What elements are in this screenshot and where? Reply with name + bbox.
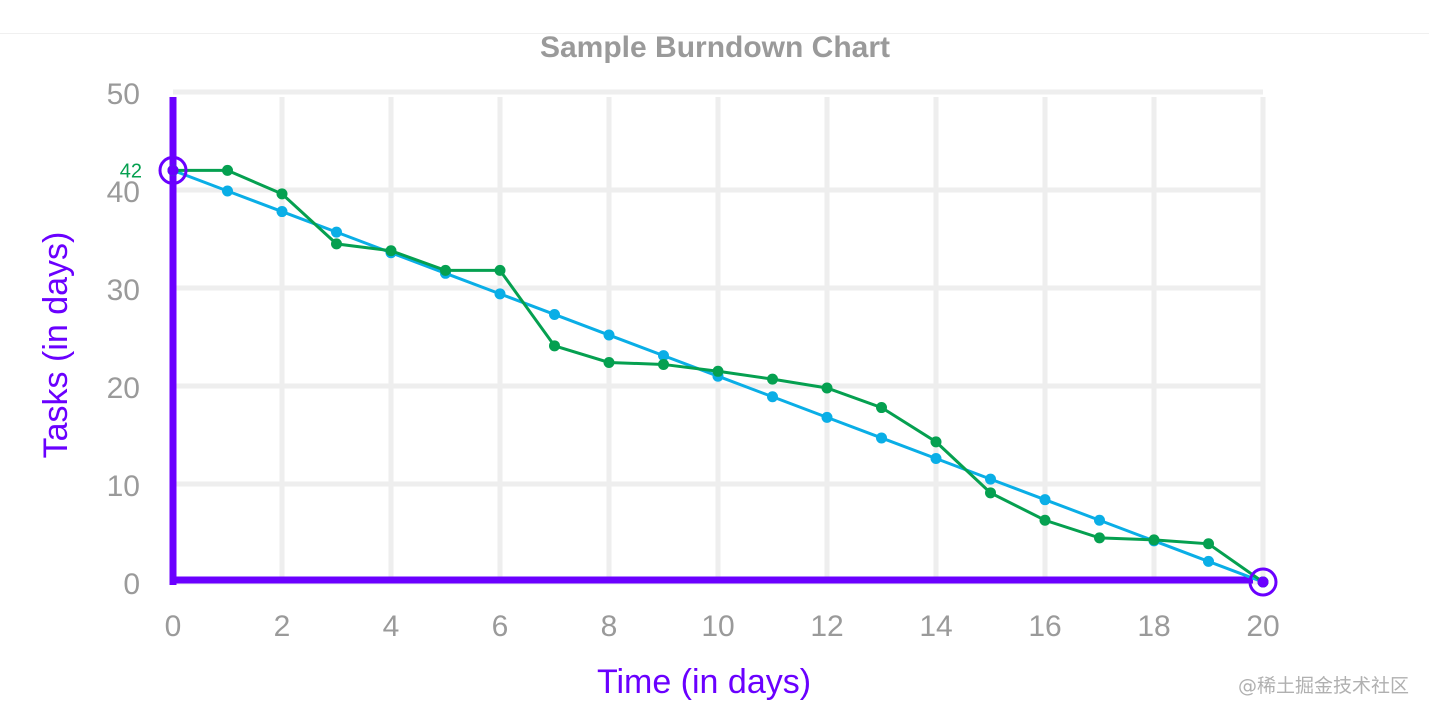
endpoint-dot xyxy=(1257,576,1269,588)
x-tick-label: 14 xyxy=(919,610,952,643)
x-tick-label: 4 xyxy=(383,610,400,643)
data-point xyxy=(985,487,996,499)
data-point xyxy=(1039,514,1051,526)
data-point xyxy=(603,356,615,368)
data-point xyxy=(549,340,560,352)
x-tick-label: 16 xyxy=(1028,610,1061,643)
y-tick-label: 50 xyxy=(107,78,140,111)
data-point xyxy=(1039,494,1051,506)
x-tick-label: 10 xyxy=(701,610,734,643)
x-tick-label: 2 xyxy=(274,610,291,643)
y-ticks: 0 10 20 30 40 50 xyxy=(107,78,140,601)
data-point xyxy=(1094,532,1105,544)
data-point xyxy=(658,350,669,362)
x-tick-label: 20 xyxy=(1246,610,1279,643)
endpoint-ring xyxy=(158,155,188,185)
annotation-label: 42 xyxy=(120,160,142,182)
x-ticks: 0 2 4 6 8 10 12 14 16 18 20 xyxy=(165,610,1280,643)
data-point xyxy=(821,411,833,423)
top-divider xyxy=(0,33,1429,34)
grid xyxy=(170,89,1266,585)
data-point xyxy=(985,473,996,485)
x-tick-label: 8 xyxy=(601,610,618,643)
data-point xyxy=(494,264,506,276)
data-point xyxy=(876,402,887,414)
x-tick-label: 6 xyxy=(492,610,509,643)
data-point xyxy=(1203,555,1214,567)
chart-title: Sample Burndown Chart xyxy=(540,31,890,64)
x-axis-label: Time (in days) xyxy=(597,663,811,701)
x-tick-label: 0 xyxy=(165,610,182,643)
data-point xyxy=(821,382,833,394)
data-point xyxy=(276,188,288,200)
data-point xyxy=(930,436,942,448)
data-point xyxy=(1094,514,1105,526)
data-point xyxy=(767,373,778,385)
data-point xyxy=(767,391,778,403)
y-tick-label: 30 xyxy=(107,274,140,307)
y-axis-label: Tasks (in days) xyxy=(37,232,75,459)
endpoint-ring xyxy=(1248,567,1278,597)
data-point xyxy=(494,288,506,300)
data-point xyxy=(1148,534,1160,546)
data-point xyxy=(658,358,669,370)
y-tick-label: 0 xyxy=(123,568,140,601)
axes xyxy=(169,97,1253,585)
y-tick-label: 20 xyxy=(107,372,140,405)
data-point xyxy=(222,185,233,197)
data-point xyxy=(331,238,342,250)
data-point xyxy=(549,308,560,320)
watermark: @稀土掘金技术社区 xyxy=(1237,675,1409,697)
data-point xyxy=(876,432,887,444)
data-point xyxy=(276,206,288,218)
data-point xyxy=(385,245,397,257)
data-point xyxy=(603,329,615,341)
data-point xyxy=(712,365,724,377)
data-point xyxy=(930,453,942,465)
y-tick-label: 10 xyxy=(107,470,140,503)
annotations: 42 xyxy=(120,155,1278,597)
data-point xyxy=(440,264,451,276)
data-point xyxy=(1203,538,1214,550)
x-tick-label: 12 xyxy=(810,610,843,643)
data-point xyxy=(222,164,233,176)
x-tick-label: 18 xyxy=(1137,610,1170,643)
endpoint-dot xyxy=(167,164,179,176)
data-point xyxy=(331,226,342,238)
y-tick-label: 40 xyxy=(107,176,140,209)
